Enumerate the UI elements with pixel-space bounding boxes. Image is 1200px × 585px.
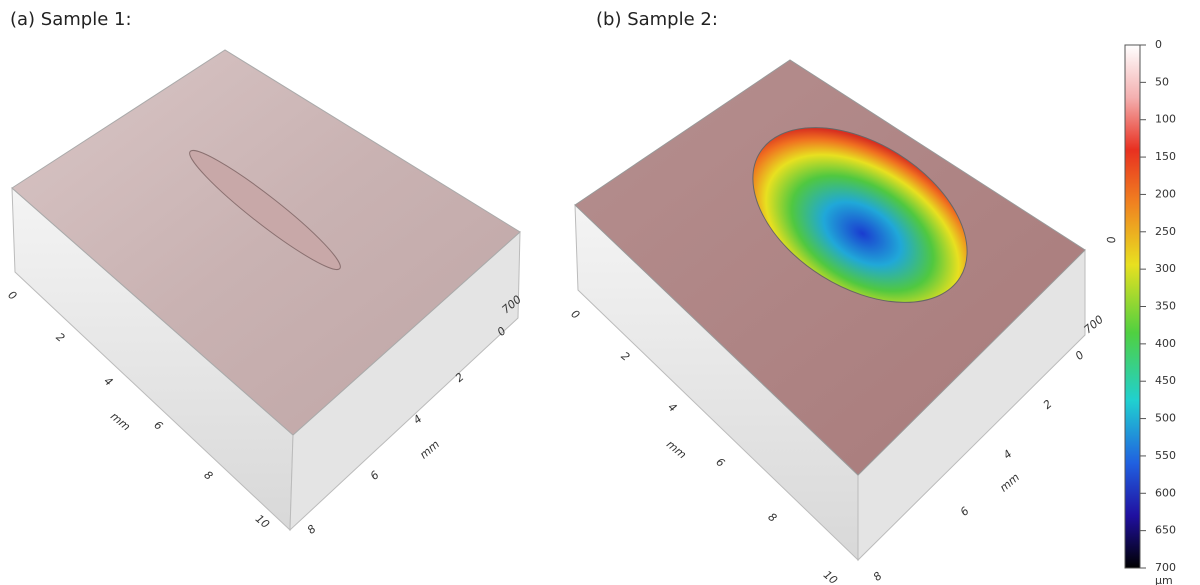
axis-tick-label: 0 [1103, 235, 1117, 244]
axis-tick-label: 2 [1041, 397, 1055, 411]
axis-tick-label: mm [108, 410, 133, 434]
colorbar-tick-label: 700 [1155, 561, 1176, 574]
colorbar-tick-label: 450 [1155, 374, 1176, 387]
colorbar-tick-label: 0 [1155, 38, 1162, 51]
axis-tick-label: 10 [821, 568, 840, 585]
axis-tick-label: 6 [713, 455, 727, 469]
axis-tick-label: 8 [871, 569, 885, 583]
axis-tick-label: 8 [201, 468, 215, 482]
colorbar-tick-label: 400 [1155, 337, 1176, 350]
panel-title: (a) Sample 1: [10, 9, 132, 30]
axis-tick-label: 4 [1001, 447, 1015, 461]
colorbar-tick-label: 100 [1155, 113, 1176, 126]
colorbar-tick-label: 550 [1155, 449, 1176, 462]
colorbar-tick-label: 600 [1155, 486, 1176, 499]
colorbar-tick-label: 350 [1155, 300, 1176, 313]
axis-tick-label: 6 [368, 468, 382, 482]
colorbar-tick-label: 650 [1155, 524, 1176, 537]
colorbar-tick-label: 250 [1155, 225, 1176, 238]
surface-a [12, 50, 520, 530]
axis-tick-label: 8 [765, 510, 779, 524]
axis-tick-label: 0 [5, 288, 19, 302]
axis-tick-label: 2 [453, 370, 467, 384]
axis-tick-label: 6 [958, 504, 972, 518]
colorbar [1125, 45, 1140, 568]
axis-tick-label: 2 [53, 330, 67, 344]
axis-tick-label: 2 [618, 349, 632, 363]
axis-tick-label: mm [417, 438, 442, 462]
colorbar-tick-label: 500 [1155, 412, 1176, 425]
colorbar-tick-label: 300 [1155, 262, 1176, 275]
axis-tick-label: 0 [1073, 348, 1087, 362]
colorbar-tick-label: 50 [1155, 75, 1169, 88]
axis-tick-label: mm [997, 471, 1022, 495]
figure: (a) Sample 1: (b) Sample 2: 0 2 4 mm 6 8 10 700… [0, 0, 1200, 585]
axis-tick-label: 10 [253, 512, 272, 531]
axis-tick-label: 4 [665, 400, 679, 414]
axis-tick-label: 8 [305, 522, 319, 536]
colorbar-tick-label: 200 [1155, 187, 1176, 200]
axis-tick-label: 4 [101, 374, 115, 388]
colorbar-tick-label: 150 [1155, 150, 1176, 163]
panel-title: (b) Sample 2: [596, 9, 718, 30]
axis-tick-label: mm [664, 438, 689, 462]
axis-tick-label: 6 [151, 418, 165, 432]
axis-tick-label: 4 [411, 412, 425, 426]
colorbar-unit: µm [1155, 574, 1173, 585]
axis-tick-label: 0 [568, 307, 582, 321]
